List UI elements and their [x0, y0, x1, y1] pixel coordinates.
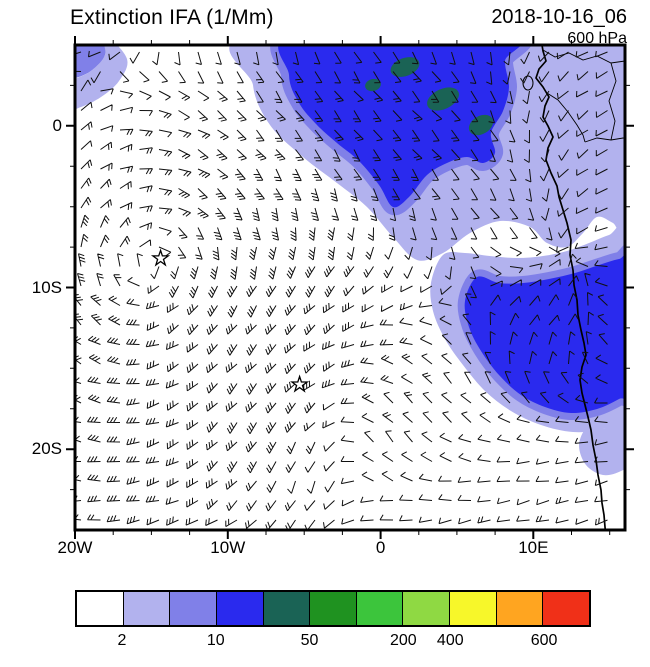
x-axis-tick-label: 10E [518, 538, 549, 557]
teal-spot-1 [390, 57, 420, 77]
colorbar-cell [262, 592, 310, 625]
wind-barbs [75, 50, 608, 530]
datetime-label: 2018-10-16_06 [491, 6, 627, 28]
coastline [535, 45, 607, 530]
blue-right [464, 254, 625, 414]
colorbar-tick-label: 200 [390, 632, 417, 649]
colorbar-cell [77, 592, 123, 625]
country-border [546, 92, 586, 143]
colorbar-cell [542, 592, 590, 625]
x-axis-tick-label: 20W [57, 538, 93, 557]
colorbar-tick-label: 2 [117, 632, 127, 649]
colorbar-cell [215, 592, 263, 625]
teal-spot-4 [365, 78, 381, 92]
colorbar-tick-label: 10 [206, 632, 225, 649]
blue-top [278, 45, 522, 208]
lavender-bottomright [578, 422, 625, 476]
colorbar-cell [495, 592, 543, 625]
star-marker [290, 374, 310, 393]
teal-spot-2 [427, 87, 459, 111]
major-ticks [66, 36, 634, 539]
contour-fills [75, 45, 625, 476]
colorbar-cell [309, 592, 356, 625]
colorbar [75, 590, 591, 627]
colorbar-cell [122, 592, 170, 625]
y-axis-tick-label: 20S [31, 439, 62, 459]
lavender-topleft [75, 45, 128, 110]
map-area [66, 36, 634, 539]
country-border [608, 62, 617, 141]
colorbar-tick-label: 400 [436, 632, 464, 649]
x-axis-tick-label: 0 [375, 538, 386, 557]
x-axis-tick-label: 10W [210, 538, 246, 557]
y-axis-tick-label: 10S [31, 277, 62, 297]
colorbar-cell [169, 592, 216, 625]
plot-frame [73, 43, 627, 532]
colorbar-labels: 2 10 50 200 400 600 [75, 632, 591, 652]
teal-spot-3 [468, 114, 494, 136]
colorbar-cell [355, 592, 403, 625]
page-title: Extinction IFA (1/Mm) [70, 6, 274, 29]
y-axis-tick-label: 0 [52, 115, 62, 135]
minor-ticks [70, 40, 630, 535]
colorbar-tick-label: 50 [300, 632, 319, 649]
star-marker [150, 248, 171, 267]
colorbar-cell [449, 592, 496, 625]
pressure-level-label: 600 hPa [567, 30, 627, 47]
island-outline [522, 75, 534, 91]
colorbar-cell [402, 592, 450, 625]
country-border [584, 137, 625, 143]
colorbar-tick-label: 600 [530, 632, 558, 649]
